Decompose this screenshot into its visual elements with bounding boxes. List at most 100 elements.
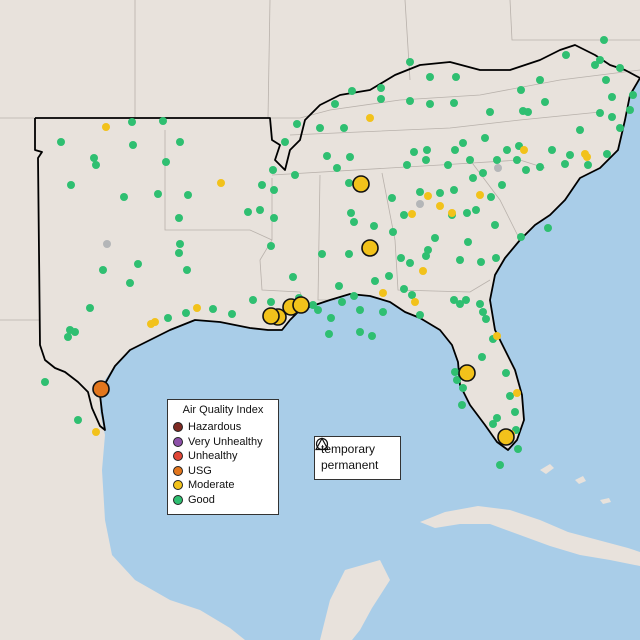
monitor-dot-good[interactable] [314,306,322,314]
monitor-dot-good[interactable] [270,214,278,222]
monitor-dot-good[interactable] [450,186,458,194]
monitor-dot-good[interactable] [602,76,610,84]
monitor-dot-good[interactable] [536,163,544,171]
monitor-dot-good[interactable] [503,146,511,154]
monitor-dot-good[interactable] [493,414,501,422]
monitor-dot-good[interactable] [340,124,348,132]
monitor-dot-good[interactable] [472,206,480,214]
monitor-dot-good[interactable] [175,214,183,222]
monitor-dot-good[interactable] [270,186,278,194]
monitor-dot-good[interactable] [400,211,408,219]
monitor-dot-moderate[interactable] [193,304,201,312]
monitor-dot-good[interactable] [511,408,519,416]
monitor-dot-good[interactable] [481,134,489,142]
monitor-dot-good[interactable] [289,273,297,281]
monitor-dot-moderate[interactable] [493,332,501,340]
monitor-dot-good[interactable] [323,152,331,160]
monitor-dot-good[interactable] [134,260,142,268]
monitor-dot-good[interactable] [450,296,458,304]
monitor-dot-good[interactable] [350,292,358,300]
monitor-dot-good[interactable] [423,146,431,154]
aqi-monitor-markers[interactable] [92,175,515,446]
monitor-dot-good[interactable] [487,193,495,201]
monitor-dot-good[interactable] [462,296,470,304]
monitor-dot-good[interactable] [377,95,385,103]
monitor-dot-good[interactable] [576,126,584,134]
monitor-dot-good[interactable] [459,139,467,147]
monitor-dot-good[interactable] [175,249,183,257]
monitor-dot-good[interactable] [478,353,486,361]
monitor-dot-good[interactable] [406,97,414,105]
monitor-dot-good[interactable] [184,191,192,199]
monitor-dot-good[interactable] [377,84,385,92]
monitor-dot-good[interactable] [616,64,624,72]
monitor-dot-good[interactable] [397,254,405,262]
monitor-dot-good[interactable] [406,259,414,267]
monitor-dot-moderate[interactable] [366,114,374,122]
monitor-dot-good[interactable] [410,148,418,156]
monitor-dot-moderate[interactable] [448,209,456,217]
monitor-dot-good[interactable] [309,301,317,309]
monitor-dot-good[interactable] [291,171,299,179]
monitor-dot-good[interactable] [416,311,424,319]
monitor-dot-good[interactable] [267,242,275,250]
monitor-dot-good[interactable] [492,254,500,262]
monitor-dot-good[interactable] [182,309,190,317]
monitor-dot-good[interactable] [346,153,354,161]
monitor-dot-good[interactable] [256,206,264,214]
monitor-dot-good[interactable] [629,91,637,99]
monitor-dot-good[interactable] [400,285,408,293]
monitor-dot-good[interactable] [385,272,393,280]
monitor-dot-good[interactable] [502,369,510,377]
monitor-dot-good[interactable] [347,209,355,217]
monitor-dot-good[interactable] [517,86,525,94]
monitor-dot-moderate[interactable] [217,179,225,187]
monitor-dot-good[interactable] [379,308,387,316]
monitor-dot-good[interactable] [491,221,499,229]
monitor-dot-moderate[interactable] [520,146,528,154]
monitor-dot-good[interactable] [544,224,552,232]
monitor-dot-good[interactable] [416,188,424,196]
monitor-dot-moderate[interactable] [513,389,521,397]
monitor-dot-good[interactable] [327,314,335,322]
monitor-dot-good[interactable] [258,181,266,189]
monitor-dot-good[interactable] [389,228,397,236]
monitor-dot-moderate[interactable] [411,298,419,306]
monitor-marker-moderate[interactable] [292,296,310,314]
monitor-dot-good[interactable] [566,151,574,159]
monitor-dot-good[interactable] [479,308,487,316]
monitor-dot-good[interactable] [128,118,136,126]
monitor-dot-good[interactable] [456,256,464,264]
monitor-dot-good[interactable] [548,146,556,154]
monitor-dot-good[interactable] [74,416,82,424]
monitor-dot-moderate[interactable] [424,192,432,200]
monitor-dot-good[interactable] [406,58,414,66]
monitor-dot-good[interactable] [92,161,100,169]
monitor-dot-good[interactable] [176,240,184,248]
monitor-dot-good[interactable] [90,154,98,162]
monitor-dot-good[interactable] [350,218,358,226]
monitor-dot-good[interactable] [86,304,94,312]
monitor-dot-good[interactable] [513,156,521,164]
monitor-dot-moderate[interactable] [476,191,484,199]
monitor-dot-moderate[interactable] [151,318,159,326]
monitor-dot-good[interactable] [464,238,472,246]
monitor-dot-no-data[interactable] [416,200,424,208]
monitor-marker-usg[interactable] [92,380,110,398]
monitor-dot-good[interactable] [477,258,485,266]
monitor-dot-moderate[interactable] [419,267,427,275]
monitor-dot-good[interactable] [41,378,49,386]
monitor-dot-good[interactable] [164,314,172,322]
monitor-dot-good[interactable] [450,99,458,107]
monitor-dot-good[interactable] [456,300,464,308]
monitor-dot-good[interactable] [626,106,634,114]
monitor-dot-good[interactable] [422,156,430,164]
monitor-dot-good[interactable] [482,315,490,323]
monitor-dot-good[interactable] [561,160,569,168]
monitor-dot-good[interactable] [496,461,504,469]
monitor-dot-no-data[interactable] [103,240,111,248]
monitor-dot-good[interactable] [600,36,608,44]
monitor-dot-good[interactable] [99,266,107,274]
monitor-dot-good[interactable] [249,296,257,304]
monitor-dot-good[interactable] [209,305,217,313]
